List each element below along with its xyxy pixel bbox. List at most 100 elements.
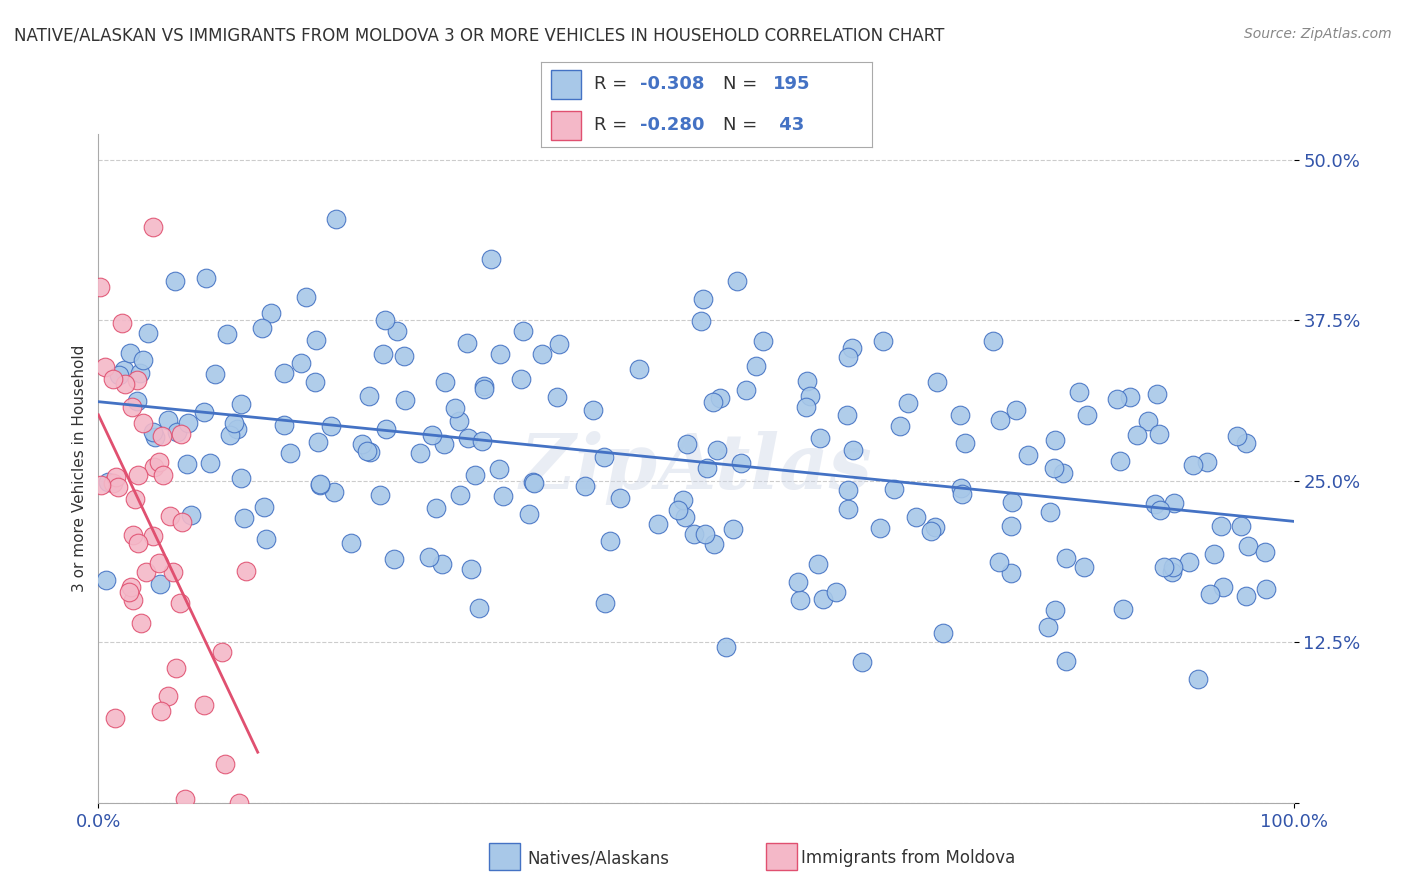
Point (1001, 495, 1024, 509)
Point (851, 655, 873, 669)
Point (352, 436, 374, 450)
Point (1056, 654, 1078, 668)
Point (1004, 402, 1026, 417)
Point (254, 532, 277, 546)
Text: N =: N = (723, 116, 763, 134)
Point (253, 500, 276, 514)
Point (374, 313, 396, 327)
Point (479, 252, 502, 267)
Point (807, 558, 830, 572)
Point (105, 470, 128, 484)
Point (837, 502, 859, 516)
Point (159, 509, 181, 524)
Point (129, 367, 152, 381)
Point (897, 396, 920, 410)
Point (260, 306, 283, 320)
Point (172, 515, 194, 529)
Point (394, 393, 416, 408)
Point (472, 379, 495, 393)
Point (492, 490, 515, 504)
Point (512, 324, 534, 338)
Point (841, 342, 863, 356)
Point (1000, 566, 1022, 581)
Point (204, 367, 226, 381)
Point (449, 488, 471, 502)
Point (111, 316, 134, 330)
Point (789, 593, 811, 607)
Point (489, 347, 512, 361)
Point (120, 580, 142, 594)
Point (471, 434, 494, 449)
Point (170, 426, 193, 441)
Point (231, 397, 253, 411)
Point (1137, 414, 1160, 428)
Point (1204, 548, 1226, 562)
Point (166, 425, 188, 439)
Text: -0.280: -0.280 (641, 116, 704, 134)
Point (1181, 458, 1204, 473)
Point (988, 413, 1011, 427)
Point (837, 350, 859, 364)
Point (950, 486, 973, 500)
Point (152, 468, 174, 483)
Point (1146, 387, 1168, 401)
Point (218, 427, 240, 442)
Point (148, 454, 170, 468)
Point (1153, 560, 1175, 574)
Point (1125, 428, 1147, 442)
Point (371, 347, 394, 361)
Point (1036, 620, 1059, 634)
Point (730, 457, 752, 471)
Point (217, 326, 239, 341)
Text: Natives/Alaskans: Natives/Alaskans (527, 849, 669, 867)
Point (872, 334, 894, 349)
Point (222, 416, 245, 430)
Point (121, 527, 143, 541)
Point (131, 616, 153, 631)
Point (706, 442, 728, 457)
Point (94, 573, 117, 587)
Point (142, 460, 165, 475)
Point (433, 376, 456, 390)
Point (883, 482, 905, 496)
Point (627, 362, 650, 376)
Point (162, 565, 184, 579)
Point (531, 347, 554, 361)
Point (693, 527, 716, 541)
Point (689, 314, 711, 328)
Point (409, 446, 432, 460)
Point (214, 757, 236, 772)
Point (225, 422, 247, 436)
Point (339, 536, 361, 550)
Point (582, 402, 605, 417)
Point (444, 401, 467, 415)
Point (949, 409, 972, 423)
Point (117, 585, 139, 599)
Point (1178, 555, 1201, 569)
Point (468, 601, 491, 615)
Point (796, 375, 818, 389)
Point (488, 462, 510, 476)
Point (229, 470, 252, 484)
Point (546, 390, 568, 404)
Point (725, 275, 748, 289)
Point (195, 271, 218, 285)
Point (114, 377, 136, 392)
Point (433, 436, 456, 450)
Point (1234, 589, 1257, 603)
Point (752, 334, 775, 348)
Point (180, 508, 202, 522)
Point (1199, 587, 1222, 601)
Point (135, 565, 157, 579)
Point (163, 274, 186, 288)
Point (1226, 429, 1249, 443)
Point (794, 401, 817, 415)
Point (510, 372, 533, 386)
Point (593, 596, 616, 610)
Point (1043, 460, 1066, 475)
Point (193, 698, 215, 712)
Point (456, 336, 478, 351)
Point (647, 517, 669, 532)
Point (132, 416, 155, 430)
Point (290, 356, 312, 370)
